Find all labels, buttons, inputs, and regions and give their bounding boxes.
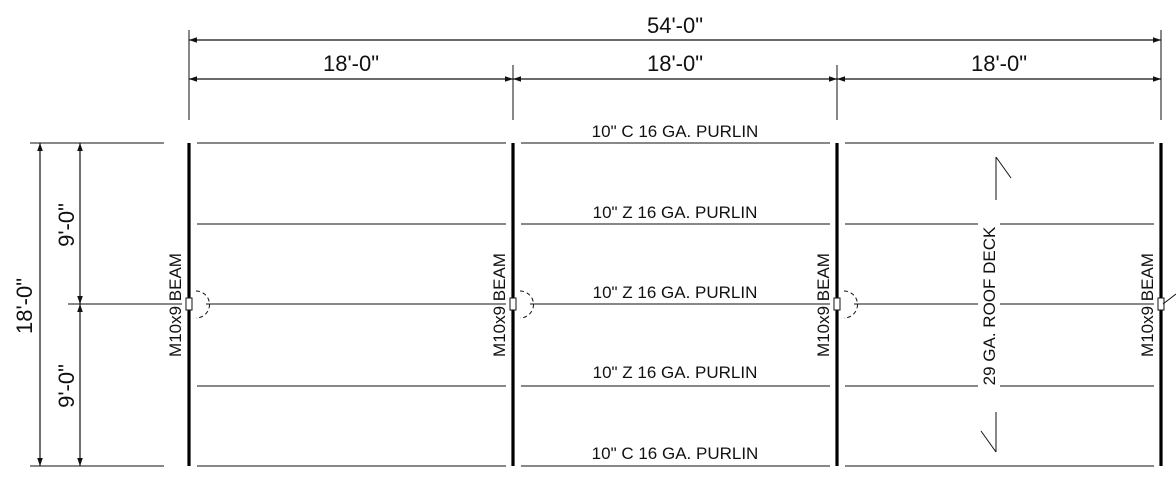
left-dimensions: 18'-0" 9'-0" 9'-0" — [12, 142, 164, 467]
connection-clip — [833, 290, 858, 319]
beam-label: M10x9 BEAM — [166, 253, 185, 357]
deck-label-mask — [978, 200, 1000, 412]
deck-span-tick — [995, 156, 1012, 179]
purlin-label: 10" C 16 GA. PURLIN — [592, 444, 759, 463]
beam-label: M10x9 BEAM — [490, 253, 509, 357]
purlin-lines — [164, 142, 1154, 467]
purlin-label: 10" Z 16 GA. PURLIN — [593, 363, 758, 382]
deck-span-tick — [980, 430, 997, 453]
bay2-dimension-label: 18'-0" — [647, 51, 703, 76]
connection-clip — [185, 290, 210, 319]
purlin-label: 10" Z 16 GA. PURLIN — [593, 203, 758, 222]
depth-bottom-label: 9'-0" — [54, 364, 79, 408]
roof-deck-label: 29 GA. ROOF DECK — [980, 226, 999, 385]
bay3-dimension-label: 18'-0" — [971, 51, 1027, 76]
roof-deck-symbol: 29 GA. ROOF DECK — [978, 156, 1012, 453]
purlin-labels: 10" C 16 GA. PURLIN 10" Z 16 GA. PURLIN … — [592, 122, 759, 463]
connection-clip — [509, 290, 534, 319]
purlin-label: 10" Z 16 GA. PURLIN — [593, 283, 758, 302]
depth-total-label: 18'-0" — [12, 278, 37, 334]
bay1-dimension-label: 18'-0" — [323, 51, 379, 76]
overall-dimension-label: 54'-0" — [647, 13, 703, 38]
purlin-label: 10" C 16 GA. PURLIN — [592, 122, 759, 141]
connection-clips — [185, 290, 1176, 319]
connection-clip — [1157, 293, 1176, 311]
top-dimensions: 54'-0" 18'-0" 18'-0" 18'-0" — [188, 13, 1162, 120]
beam-label: M10x9 BEAM — [1138, 253, 1157, 357]
beam-label: M10x9 BEAM — [814, 253, 833, 357]
depth-top-label: 9'-0" — [54, 203, 79, 247]
